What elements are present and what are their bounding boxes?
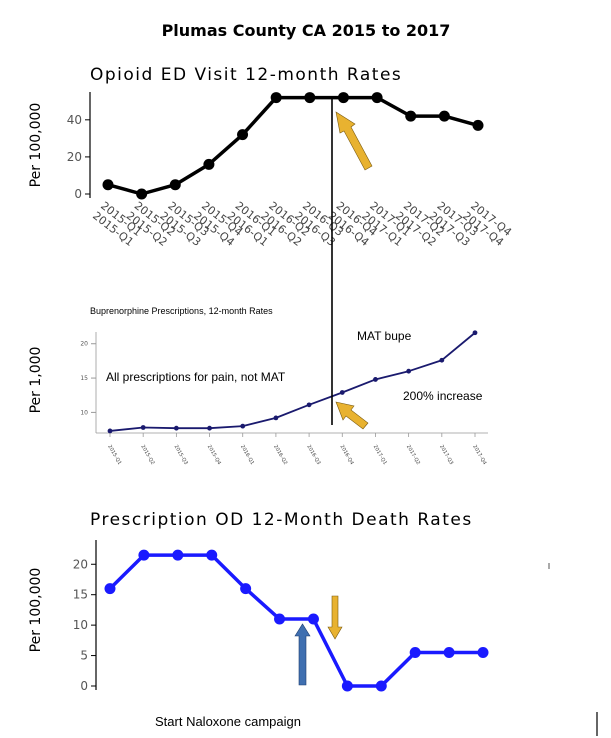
bupe-title: Buprenorphine Prescriptions, 12-month Ra… bbox=[90, 306, 273, 316]
data-point bbox=[477, 647, 489, 659]
bupe-ylabel: Per 1,000 bbox=[28, 347, 44, 414]
data-point bbox=[375, 680, 387, 692]
data-point bbox=[274, 613, 286, 625]
data-point bbox=[373, 377, 378, 382]
ed-visit-panel: Opioid ED Visit 12-month Rates Per 100,0… bbox=[28, 65, 514, 249]
data-point bbox=[136, 188, 148, 200]
od-death-panel: Prescription OD 12-Month Death Rates Per… bbox=[28, 510, 489, 693]
y-tick-label: 0 bbox=[74, 187, 82, 201]
x-tick-label: 2015-Q4 bbox=[206, 444, 222, 466]
y-tick-label: 20 bbox=[80, 341, 88, 348]
blue-arrow-od bbox=[294, 623, 311, 686]
data-point bbox=[138, 549, 150, 561]
data-point bbox=[406, 368, 412, 374]
gold-arrow-ed bbox=[335, 111, 373, 171]
data-point bbox=[337, 92, 349, 104]
y-tick-label: 20 bbox=[73, 557, 88, 571]
od-death-title: Prescription OD 12-Month Death Rates bbox=[90, 510, 473, 530]
ed-visit-ylabel: Per 100,000 bbox=[28, 103, 44, 188]
data-point bbox=[240, 583, 252, 595]
data-point bbox=[472, 330, 478, 336]
data-point bbox=[304, 92, 316, 104]
x-tick-label: 2015-Q2 bbox=[139, 444, 155, 466]
ed-visit-title: Opioid ED Visit 12-month Rates bbox=[90, 65, 402, 85]
gold-arrow-od bbox=[327, 595, 343, 640]
data-point bbox=[472, 119, 484, 131]
x-tick-label: 2016-Q3 bbox=[305, 444, 321, 466]
x-tick-label: 2016-Q4 bbox=[339, 444, 355, 466]
series-line bbox=[107, 95, 479, 196]
data-point bbox=[207, 425, 212, 431]
annotation-mat-bupe: MAT bupe bbox=[357, 329, 412, 343]
x-tick-label: 2015-Q1 bbox=[106, 444, 122, 466]
annotation-pain-prescriptions: All prescriptions for pain, not MAT bbox=[106, 370, 286, 384]
data-point bbox=[206, 549, 218, 561]
y-tick-label: 40 bbox=[67, 113, 82, 127]
data-point bbox=[405, 110, 417, 122]
data-point bbox=[102, 179, 114, 191]
y-tick-label: 10 bbox=[80, 409, 88, 416]
bupe-panel: Buprenorphine Prescriptions, 12-month Ra… bbox=[28, 306, 488, 466]
x-tick-label: 2015-Q3 bbox=[173, 444, 189, 466]
data-point bbox=[273, 415, 279, 421]
od-death-ylabel: Per 100,000 bbox=[28, 568, 44, 653]
data-point bbox=[107, 428, 113, 434]
annotation-200-increase: 200% increase bbox=[403, 389, 483, 403]
data-point bbox=[172, 549, 184, 561]
y-tick-label: 20 bbox=[67, 150, 82, 164]
data-point bbox=[169, 179, 181, 191]
data-point bbox=[439, 357, 445, 363]
data-point bbox=[307, 613, 319, 625]
x-tick-label: 2017-Q1 bbox=[372, 444, 388, 466]
data-point bbox=[443, 647, 455, 659]
data-point bbox=[203, 158, 215, 170]
x-tick-label: 2017-Q3 bbox=[438, 444, 454, 466]
naloxone-note: Start Naloxone campaign bbox=[155, 714, 301, 729]
y-tick-label: 15 bbox=[80, 375, 88, 382]
data-point bbox=[339, 390, 345, 395]
data-point bbox=[438, 110, 450, 122]
y-tick-label: 10 bbox=[73, 618, 88, 632]
y-tick-label: 0 bbox=[80, 679, 88, 693]
data-point bbox=[140, 425, 146, 430]
series-line bbox=[109, 332, 476, 432]
data-point bbox=[240, 423, 246, 429]
data-point bbox=[409, 647, 421, 659]
data-point bbox=[371, 92, 383, 104]
x-tick-label: 2017-Q2 bbox=[405, 444, 421, 466]
x-tick-label: 2017-Q4 bbox=[471, 444, 487, 466]
main-title: Plumas County CA 2015 to 2017 bbox=[162, 21, 451, 40]
data-point bbox=[270, 92, 282, 104]
x-tick-label: 2016-Q1 bbox=[239, 444, 255, 466]
data-point bbox=[341, 680, 353, 692]
data-point bbox=[237, 129, 249, 141]
y-tick-label: 5 bbox=[80, 649, 88, 663]
y-tick-label: 15 bbox=[73, 588, 88, 602]
data-point bbox=[306, 402, 312, 408]
series-line bbox=[108, 553, 483, 688]
x-tick-label: 2016-Q2 bbox=[272, 444, 288, 466]
data-point bbox=[104, 583, 116, 595]
gold-arrow-bupe bbox=[335, 401, 369, 430]
data-point bbox=[173, 425, 179, 431]
